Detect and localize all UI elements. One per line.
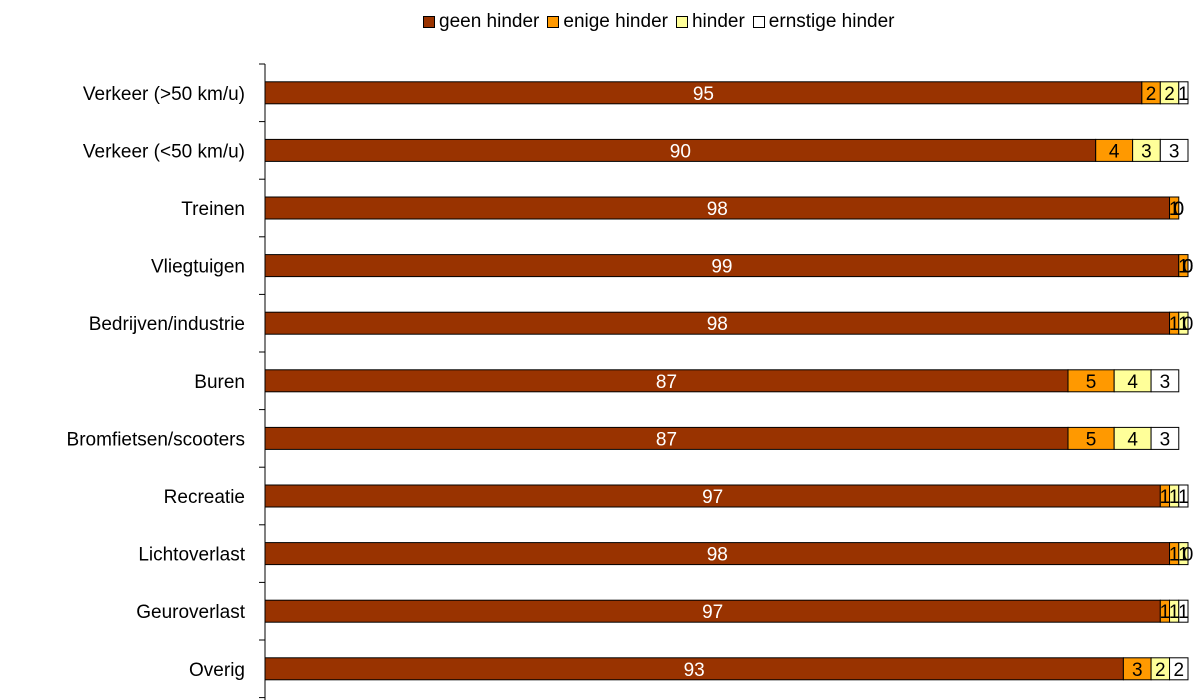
legend-swatch (675, 16, 688, 28)
data-label: 0 (1173, 199, 1184, 220)
data-label: 1 (1178, 545, 1189, 566)
data-label: 0 (1183, 257, 1194, 278)
data-label: 4 (1127, 429, 1138, 450)
data-label: 5 (1086, 372, 1097, 393)
category-label: Bedrijven/industrie (89, 314, 245, 335)
data-label: 3 (1160, 429, 1171, 450)
category-label: Overig (189, 660, 245, 681)
bar-segment (1178, 81, 1189, 105)
data-label: 2 (1155, 660, 1166, 681)
data-label: 1 (1160, 602, 1171, 623)
data-label: 98 (707, 545, 728, 566)
legend-label: enige hinder (563, 11, 668, 32)
data-label: 2 (1146, 84, 1157, 105)
data-label: 1 (1169, 602, 1180, 623)
data-label: 87 (656, 429, 677, 450)
bar-segment (1169, 196, 1180, 220)
data-label: 97 (702, 487, 723, 508)
category-label: Treinen (181, 199, 245, 220)
data-label: 0 (1183, 257, 1194, 278)
data-label: 1 (1169, 314, 1180, 335)
data-label: 95 (693, 84, 714, 105)
data-label: 1 (1178, 257, 1189, 278)
data-label: 2 (1164, 84, 1175, 105)
data-label: 87 (656, 372, 677, 393)
data-label: 2 (1173, 660, 1184, 681)
category-label: Verkeer (<50 km/u) (83, 141, 245, 162)
bar-segment (1178, 542, 1189, 566)
legend-label: hinder (691, 11, 745, 32)
bar-segment (1169, 657, 1189, 681)
legend-item: ernstige hinder (752, 11, 895, 33)
legend-label: ernstige hinder (768, 11, 895, 32)
legend-swatch (752, 16, 765, 28)
data-label: 3 (1141, 141, 1152, 162)
category-label: Buren (194, 372, 245, 393)
data-label: 90 (670, 141, 691, 162)
data-label: 1 (1178, 314, 1189, 335)
bar-segment (1150, 426, 1180, 450)
data-label: 1 (1160, 487, 1171, 508)
legend-item: enige hinder (547, 11, 668, 33)
data-label: 0 (1173, 199, 1184, 220)
data-label: 1 (1178, 487, 1189, 508)
bar-segment (1150, 369, 1180, 393)
data-label: 3 (1169, 141, 1180, 162)
data-label: 5 (1086, 429, 1097, 450)
legend-swatch (423, 16, 435, 28)
data-label: 98 (707, 314, 728, 335)
data-label: 3 (1160, 372, 1171, 393)
bar-segment (1178, 311, 1189, 335)
chart-legend: geen hinder enige hinder hinder ernstige hi… (423, 10, 903, 34)
category-label: Lichtoverlast (138, 545, 245, 566)
bar-segment (1159, 138, 1189, 162)
data-label: 1 (1178, 602, 1189, 623)
category-label: Bromfietsen/scooters (67, 429, 245, 450)
data-label: 4 (1127, 372, 1138, 393)
data-label: 1 (1178, 84, 1189, 105)
legend-item: geen hinder (423, 11, 539, 33)
data-label: 4 (1109, 141, 1120, 162)
data-label: 0 (1183, 314, 1194, 335)
category-label: Geuroverlast (136, 602, 245, 623)
category-label: Vliegtuigen (151, 257, 245, 278)
bar-segment (1178, 599, 1189, 623)
bar-segment (1178, 484, 1189, 508)
legend-item: hinder (675, 11, 745, 33)
data-label: 1 (1169, 199, 1180, 220)
data-label: 1 (1169, 545, 1180, 566)
category-label: Verkeer (>50 km/u) (83, 84, 245, 105)
data-label: 1 (1169, 487, 1180, 508)
data-label: 93 (684, 660, 705, 681)
legend-swatch (547, 16, 560, 28)
data-label: 3 (1132, 660, 1143, 681)
data-label: 98 (707, 199, 728, 220)
category-label: Recreatie (164, 487, 245, 508)
data-label: 97 (702, 602, 723, 623)
data-label: 99 (711, 257, 732, 278)
legend-label: geen hinder (439, 11, 540, 32)
data-label: 0 (1183, 545, 1194, 566)
bar-segment (1178, 254, 1189, 278)
